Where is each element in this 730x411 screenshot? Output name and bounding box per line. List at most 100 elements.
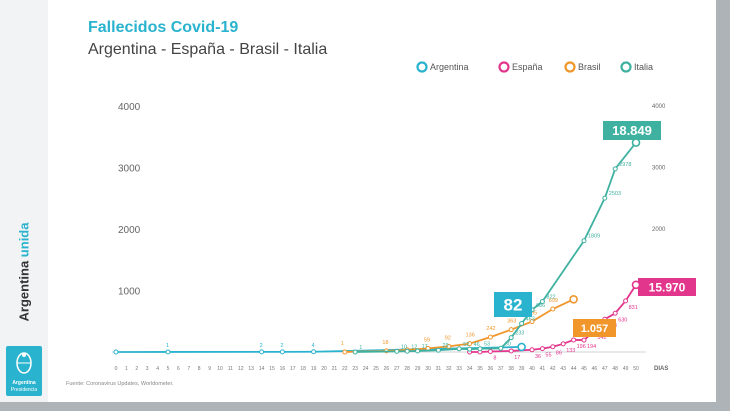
data-label: 52	[463, 342, 469, 348]
legend-marker	[498, 61, 510, 73]
x-tick-label: 16	[280, 366, 286, 372]
data-point	[498, 345, 504, 351]
legend-marker	[620, 61, 632, 73]
x-tick-label: 23	[352, 366, 358, 372]
y-tick-label-right: 2000	[652, 227, 666, 233]
data-label: 363	[507, 319, 516, 325]
data-point	[602, 195, 608, 201]
data-label: 196	[577, 344, 586, 350]
data-label: 18	[382, 340, 388, 346]
x-tick-label: 6	[177, 366, 180, 372]
x-tick-label: 14	[259, 366, 265, 372]
y-tick-label-left: 4000	[118, 102, 141, 113]
data-point	[467, 346, 473, 352]
data-point	[581, 238, 587, 244]
data-point	[477, 346, 483, 352]
data-label: 10	[401, 344, 407, 350]
x-tick-label: 29	[415, 366, 421, 372]
data-label: 133	[566, 348, 575, 354]
data-point	[342, 349, 348, 355]
data-label: 4	[312, 343, 315, 349]
data-label: 136	[466, 333, 475, 339]
logo-text-line-2: Presidencia	[10, 387, 38, 393]
data-label: 17	[514, 355, 520, 361]
legend-entry: Argentina	[430, 62, 469, 72]
data-point	[550, 344, 556, 350]
x-tick-label: 26	[384, 366, 390, 372]
data-point	[539, 298, 545, 304]
data-label: 36	[535, 354, 541, 360]
data-point	[446, 343, 452, 349]
data-label: 12	[411, 344, 417, 350]
x-tick-label: 0	[115, 366, 118, 372]
data-label: 2978	[619, 162, 631, 168]
data-label: 495	[528, 311, 537, 317]
x-tick-label: 44	[571, 366, 577, 372]
x-tick-label: 7	[187, 366, 190, 372]
card: Argentina unida Argentina Presidencia Fa…	[0, 0, 716, 402]
data-label: 699	[549, 298, 558, 304]
data-label: 17	[422, 344, 428, 350]
data-point	[508, 348, 514, 354]
x-tick-label: 37	[498, 366, 504, 372]
data-label: 463	[526, 317, 535, 323]
data-label: 46	[474, 342, 480, 348]
total-callout-value: 1.057	[581, 323, 609, 335]
legend-entry: España	[512, 62, 543, 72]
x-axis-label: DIAS	[654, 366, 668, 372]
data-point	[404, 348, 410, 354]
legend-entry: Brasil	[578, 62, 601, 72]
x-tick-label: 45	[581, 366, 587, 372]
total-callout-box	[573, 319, 616, 337]
data-point	[612, 166, 618, 172]
data-label: 1	[359, 345, 362, 351]
x-tick-label: 1	[125, 366, 128, 372]
x-tick-label: 22	[342, 366, 348, 372]
x-tick-label: 30	[425, 366, 431, 372]
data-point	[623, 298, 629, 304]
data-label: 1	[166, 343, 169, 349]
x-tick-label: 27	[394, 366, 400, 372]
data-label: 55	[545, 353, 551, 359]
x-tick-label: 36	[488, 366, 494, 372]
data-point	[311, 349, 317, 355]
x-tick-label: 18	[300, 366, 306, 372]
x-tick-label: 3	[146, 366, 149, 372]
data-label: 53	[484, 342, 490, 348]
x-tick-label: 38	[508, 366, 514, 372]
x-tick-label: 19	[311, 366, 317, 372]
data-point	[279, 349, 285, 355]
y-tick-label-left: 1000	[118, 287, 141, 298]
chart-title: Fallecidos Covid-19	[88, 19, 239, 36]
legend-entry: Italia	[634, 62, 653, 72]
x-tick-label: 13	[248, 366, 254, 372]
data-point	[529, 319, 535, 325]
line-chart: 1000200030004000100020003000400001234567…	[112, 61, 696, 372]
x-tick-label: 4	[156, 366, 159, 372]
data-label: 194	[587, 344, 596, 350]
data-point	[581, 337, 587, 343]
series-end-marker	[517, 342, 526, 352]
data-label: 242	[486, 326, 495, 332]
data-point	[560, 341, 566, 347]
data-point	[259, 349, 265, 355]
x-tick-label: 2	[135, 366, 138, 372]
data-point	[394, 348, 400, 354]
total-callout-value: 18.849	[612, 123, 652, 138]
data-label: 831	[629, 305, 638, 311]
data-label: 59	[424, 337, 430, 343]
data-label: 1809	[588, 234, 600, 240]
data-point	[571, 337, 577, 343]
y-tick-label-left: 3000	[118, 164, 141, 175]
data-point	[550, 306, 556, 312]
data-point	[113, 349, 119, 355]
series-end-marker	[631, 138, 641, 147]
data-label: 2	[260, 343, 263, 349]
x-tick-label: 50	[633, 366, 639, 372]
x-tick-label: 33	[456, 366, 462, 372]
x-tick-label: 11	[228, 366, 233, 372]
data-point	[487, 349, 493, 355]
data-label: 92	[445, 335, 451, 341]
data-label: 8	[493, 356, 496, 362]
data-point	[415, 348, 421, 354]
